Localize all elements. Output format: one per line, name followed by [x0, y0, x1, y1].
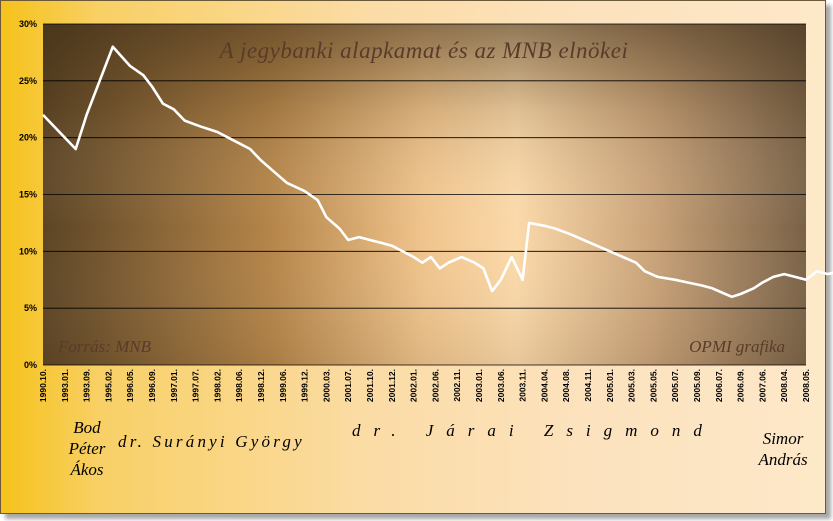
- chart-title: A jegybanki alapkamat és az MNB elnökei: [218, 38, 629, 63]
- y-axis-ticks: 0% 5% 10% 15% 20% 25% 30%: [19, 19, 37, 370]
- x-tick-label: 2001.07.: [343, 369, 353, 402]
- series-line-base-rate: [42, 45, 833, 299]
- x-tick-label: 1990.10.: [38, 369, 48, 402]
- x-tick-label: 2008.04.: [779, 369, 789, 402]
- president-label: dr. Surányi György: [118, 432, 305, 451]
- x-tick-label: 2002.11.: [452, 369, 462, 402]
- x-tick-label: 2004.11.: [583, 369, 593, 402]
- x-tick-label: 2003.06.: [496, 369, 506, 402]
- y-tick-label: 25%: [19, 76, 37, 86]
- gridlines: [43, 23, 806, 366]
- x-tick-label: 2005.05.: [648, 369, 658, 402]
- x-tick-label: 2002.01.: [409, 369, 419, 402]
- x-tick-label: 1998.02.: [212, 369, 222, 402]
- y-tick-label: 20%: [19, 133, 37, 143]
- y-tick-label: 30%: [19, 19, 37, 29]
- x-axis-ticks: 1990.10. 1993.01. 1993.09. 1995.02. 1996.05.…: [38, 369, 811, 402]
- y-tick-label: 5%: [24, 303, 37, 313]
- x-tick-label: 1995.02.: [103, 369, 113, 402]
- president-label: Bod: [73, 418, 101, 437]
- x-tick-label: 2002.06.: [430, 369, 440, 402]
- x-tick-label: 1996.09.: [147, 369, 157, 402]
- x-tick-label: 1999.06.: [278, 369, 288, 402]
- credit-note: OPMI grafika: [689, 337, 785, 356]
- x-tick-label: 2005.09.: [692, 369, 702, 402]
- x-tick-label: 2006.07.: [714, 369, 724, 402]
- y-tick-label: 0%: [24, 360, 37, 370]
- x-tick-label: 2001.12.: [387, 369, 397, 402]
- x-tick-label: 2001.10.: [365, 369, 375, 402]
- x-tick-label: 2005.03.: [627, 369, 637, 402]
- president-label: Péter: [68, 439, 106, 458]
- x-tick-label: 2004.08.: [561, 369, 571, 402]
- x-tick-label: 2004.04.: [539, 369, 549, 402]
- president-label: András: [757, 450, 808, 469]
- x-tick-label: 2005.01.: [605, 369, 615, 402]
- president-label: Simor: [763, 429, 804, 448]
- x-tick-label: 1997.01.: [169, 369, 179, 402]
- x-tick-label: 1997.07.: [191, 369, 201, 402]
- x-tick-label: 2003.11.: [518, 369, 528, 402]
- x-tick-label: 1998.12.: [256, 369, 266, 402]
- y-tick-label: 10%: [19, 246, 37, 256]
- president-labels: Bod Péter Ákos dr. Surányi György dr. Járai …: [68, 418, 808, 479]
- x-tick-label: 1996.05.: [125, 369, 135, 402]
- source-note: Forrás: MNB: [57, 337, 152, 356]
- x-tick-label: 1999.12.: [300, 369, 310, 402]
- x-tick-label: 2007.06.: [757, 369, 767, 402]
- president-label: dr. Járai Zsigmond: [352, 421, 715, 440]
- x-tick-label: 2003.01.: [474, 369, 484, 402]
- x-tick-label: 2006.09.: [736, 369, 746, 402]
- x-tick-label: 2000.03.: [321, 369, 331, 402]
- x-tick-label: 1998.06.: [234, 369, 244, 402]
- x-tick-label: 2008.05.: [801, 369, 811, 402]
- y-tick-label: 15%: [19, 190, 37, 200]
- x-tick-label: 1993.01.: [60, 369, 70, 402]
- x-tick-label: 1993.09.: [82, 369, 92, 402]
- x-tick-label: 2005.07.: [670, 369, 680, 402]
- president-label: Ákos: [69, 460, 103, 479]
